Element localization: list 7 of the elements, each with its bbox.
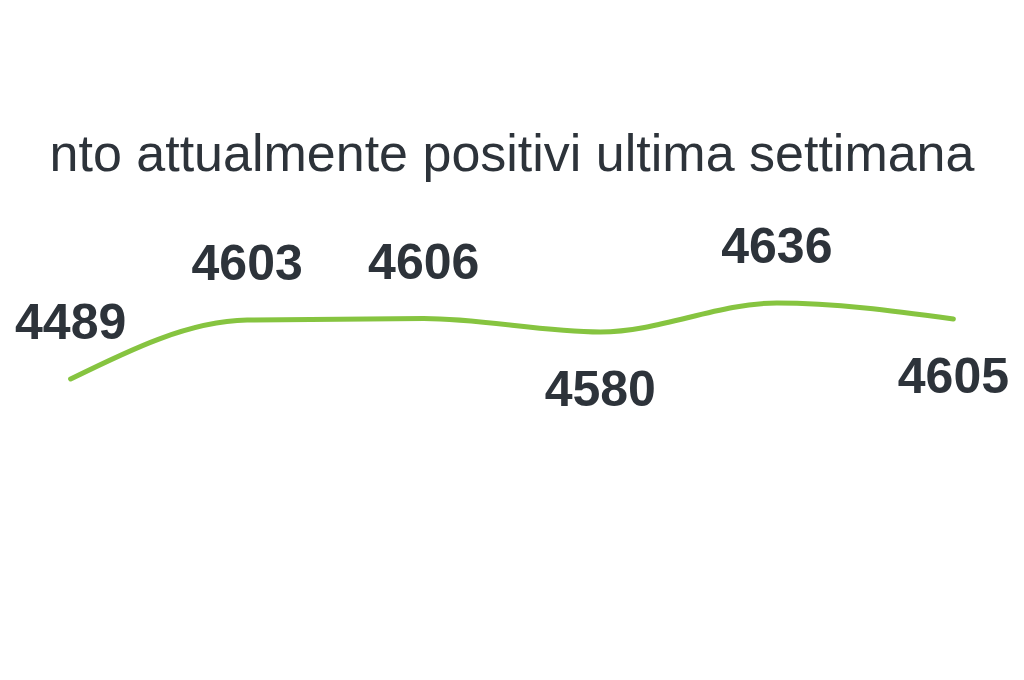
data-label: 4636 — [721, 218, 833, 274]
data-label: 4606 — [368, 233, 480, 290]
data-label: 4489 — [15, 294, 127, 350]
data-label: 4603 — [191, 235, 303, 292]
data-label: 4580 — [544, 360, 656, 417]
chart-title: nto attualmente positivi ultima settimana — [49, 124, 975, 182]
data-label: 4605 — [897, 348, 1009, 405]
